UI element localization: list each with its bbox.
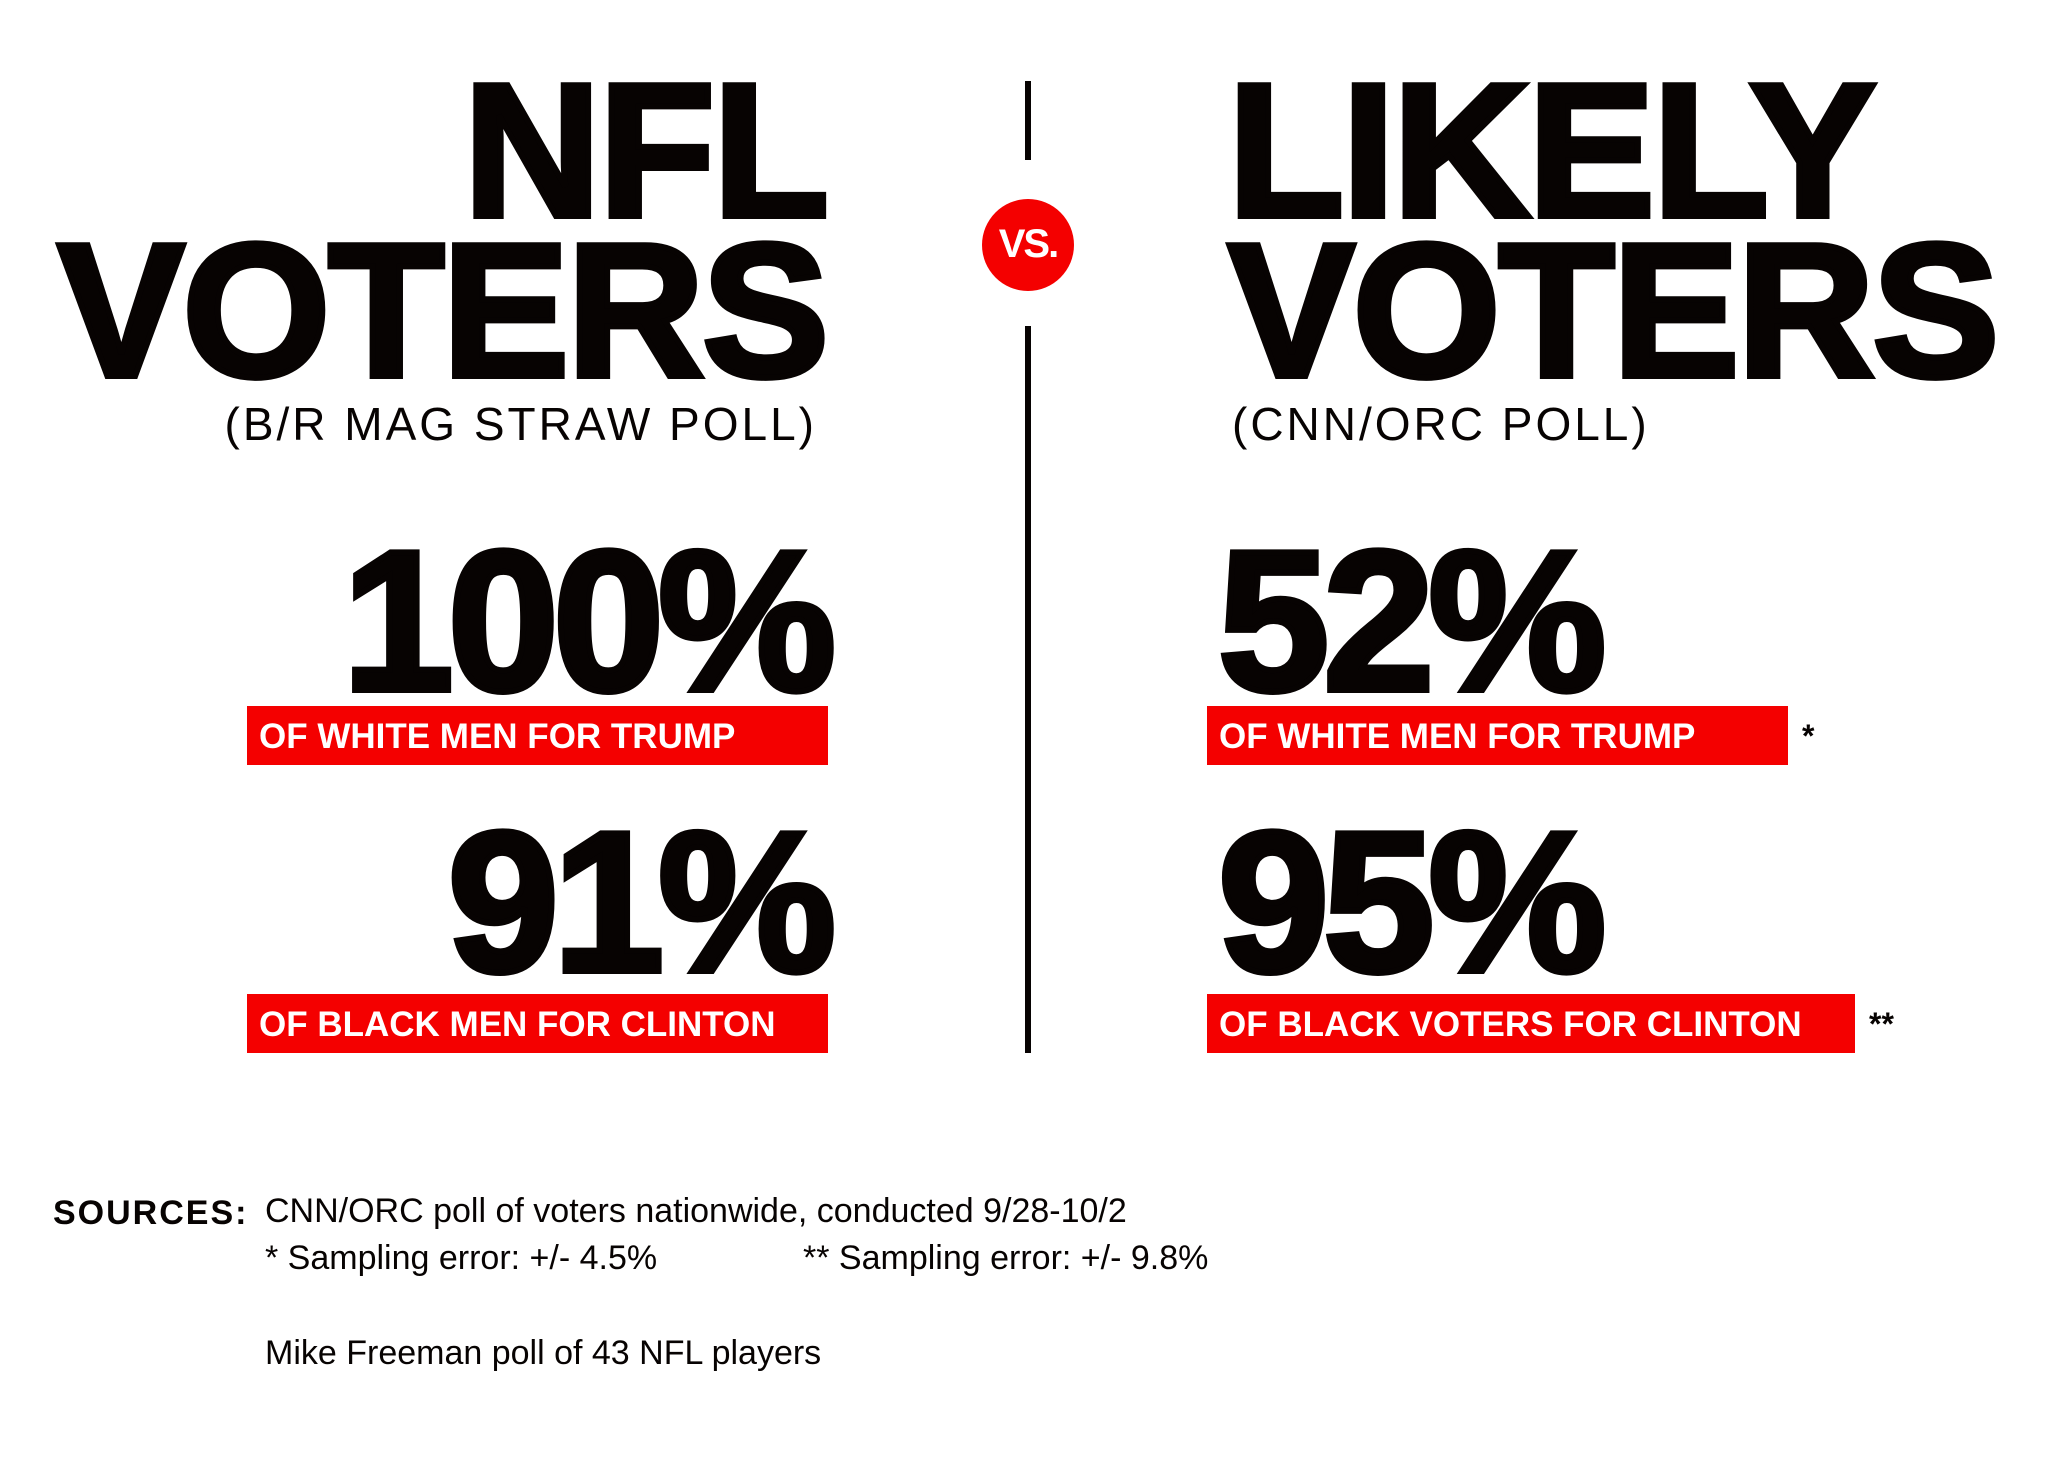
- left-stat1-value: 100%: [339, 510, 839, 733]
- right-stat1-label: OF WHITE MEN FOR TRUMP: [1207, 706, 1788, 765]
- right-stat2-label: OF BLACK VOTERS FOR CLINTON: [1207, 994, 1855, 1053]
- left-subtitle: (B/R MAG STRAW POLL): [224, 398, 817, 450]
- right-stat1-footnote-mark: *: [1802, 718, 1815, 754]
- sources-error1: * Sampling error: +/- 4.5%: [265, 1239, 658, 1277]
- right-subtitle: (CNN/ORC POLL): [1232, 398, 1650, 450]
- sources-line1: CNN/ORC poll of voters nationwide, condu…: [265, 1192, 1127, 1230]
- right-stat2-value: 95%: [1215, 791, 1609, 1014]
- divider-top: [1025, 81, 1031, 160]
- right-title-line2: VOTERS: [1225, 205, 2002, 417]
- left-title-line1: NFL: [461, 45, 832, 257]
- left-stat2-value: 91%: [445, 791, 839, 1014]
- left-stat2-label: OF BLACK MEN FOR CLINTON: [247, 994, 828, 1053]
- right-stat1-value: 52%: [1215, 510, 1609, 733]
- left-stat1-label: OF WHITE MEN FOR TRUMP: [247, 706, 828, 765]
- sources-line3: Mike Freeman poll of 43 NFL players: [265, 1334, 822, 1372]
- right-title-line1: LIKELY: [1225, 45, 1879, 257]
- vs-badge: VS.: [982, 199, 1074, 291]
- right-stat2-footnote-mark: **: [1869, 1006, 1894, 1042]
- sources-heading: SOURCES:: [53, 1194, 249, 1232]
- left-title-line2: VOTERS: [55, 205, 832, 417]
- sources-error2: ** Sampling error: +/- 9.8%: [803, 1239, 1209, 1277]
- divider-bottom: [1025, 326, 1031, 1053]
